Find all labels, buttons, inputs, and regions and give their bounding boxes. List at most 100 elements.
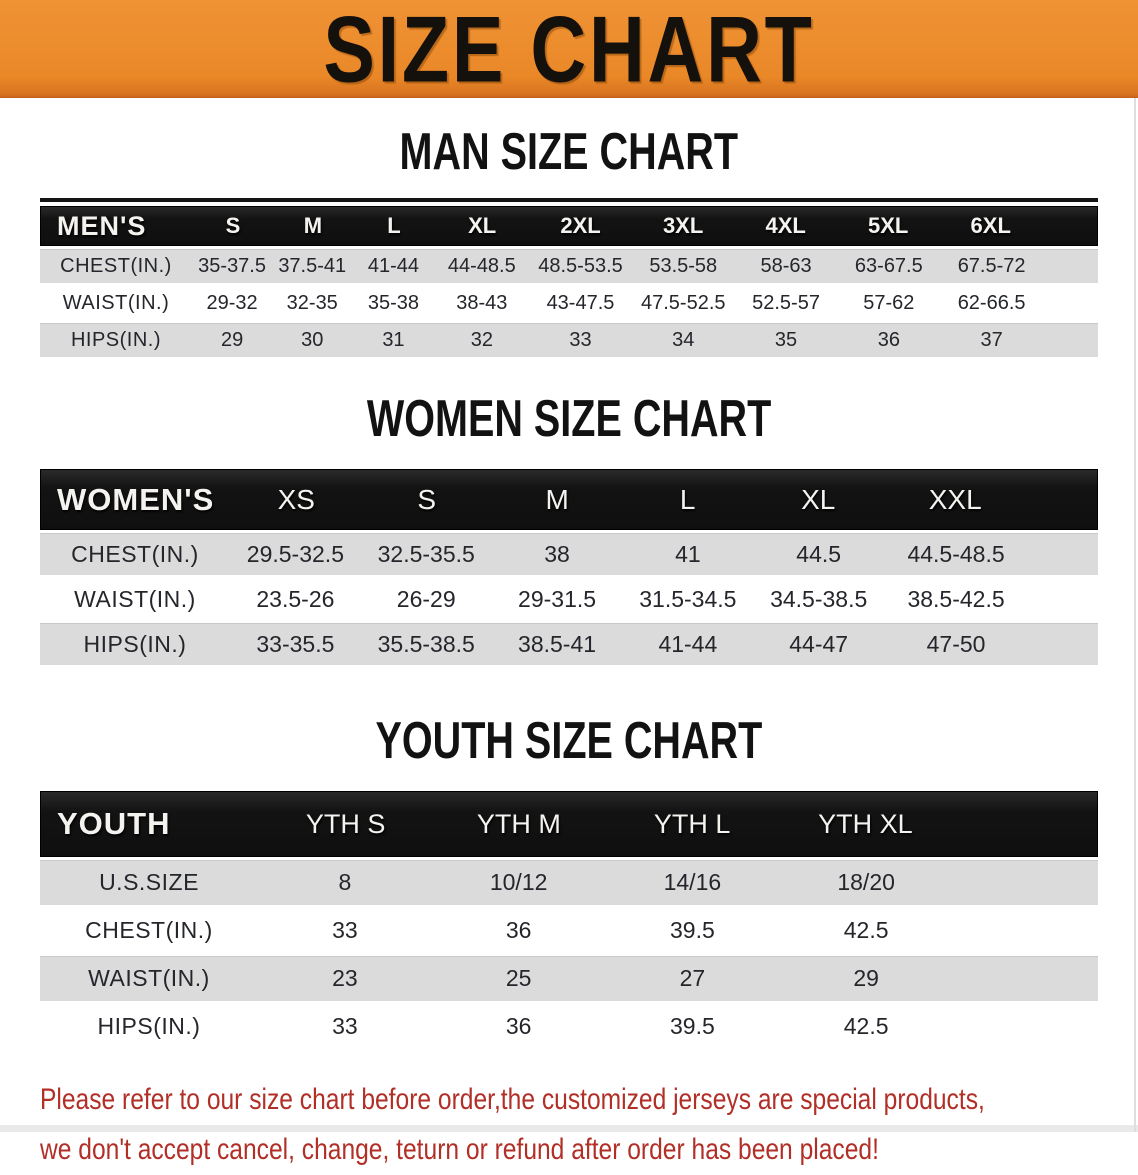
- row-label: WAIST(IN.): [62, 291, 170, 314]
- youth-size-table: YOUTH YTH S YTH M YTH L YTH XL U.S.SIZE 8 10/12…: [40, 791, 1098, 1049]
- column-header: YTH M: [476, 808, 561, 839]
- column-header: YTH S: [305, 808, 386, 839]
- value-cell: 37.5-41: [278, 254, 347, 277]
- value-cell: 25: [505, 965, 532, 991]
- value-cell: 52.5-57: [752, 291, 820, 314]
- value-cell: 41-44: [367, 254, 420, 277]
- value-cell: 41-44: [658, 630, 718, 657]
- women-size-table: WOMEN'S XS S M L XL XXL CHEST(IN.) 29.5-32.5 32.5…: [40, 469, 1098, 665]
- value-cell: 63-67.5: [854, 254, 923, 277]
- value-cell: 38: [544, 540, 570, 567]
- value-cell: 14/16: [663, 869, 722, 895]
- value-cell: 47-50: [926, 630, 986, 657]
- value-cell: 29-31.5: [518, 585, 597, 612]
- women-section-heading: WOMEN SIZE CHART: [0, 388, 1138, 448]
- column-header: L: [679, 483, 696, 515]
- table-row: WAIST(IN.) 23 25 27 29: [40, 956, 1098, 1001]
- row-label: HIPS(IN.): [97, 1013, 201, 1039]
- row-label: U.S.SIZE: [99, 869, 199, 895]
- right-edge-strip: [1134, 98, 1136, 1132]
- value-cell: 33: [332, 917, 358, 943]
- column-header: 4XL: [765, 213, 806, 238]
- row-label: CHEST(IN.): [60, 254, 172, 277]
- value-cell: 23: [332, 965, 358, 991]
- column-header: M: [303, 213, 323, 238]
- column-header: XL: [801, 483, 836, 515]
- table-row: U.S.SIZE 8 10/12 14/16 18/20: [40, 860, 1098, 905]
- column-header: S: [417, 483, 437, 515]
- value-cell: 44.5: [796, 540, 842, 567]
- column-header: M: [545, 483, 569, 515]
- value-cell: 58-63: [760, 254, 812, 277]
- value-cell: 33: [569, 328, 592, 351]
- women-heading-text: WOMEN SIZE CHART: [366, 388, 772, 448]
- value-cell: 57-62: [863, 291, 915, 314]
- column-header: 3XL: [662, 213, 704, 238]
- value-cell: 27: [679, 965, 706, 991]
- value-cell: 39.5: [669, 917, 715, 943]
- table-row: CHEST(IN.) 33 36 39.5 42.5: [40, 908, 1098, 953]
- column-header: 5XL: [868, 213, 909, 238]
- value-cell: 62-66.5: [957, 291, 1026, 314]
- table-row: HIPS(IN.) 33-35.5 35.5-38.5 38.5-41 41-44 44-…: [40, 623, 1098, 665]
- row-label: HIPS(IN.): [83, 630, 187, 657]
- value-cell: 29.5-32.5: [246, 540, 344, 567]
- size-chart-banner: SIZE CHART: [0, 0, 1138, 101]
- column-header: XXL: [928, 483, 982, 515]
- table-header-row: WOMEN'S XS S M L XL XXL: [40, 469, 1098, 530]
- column-header: YTH L: [653, 808, 731, 839]
- value-cell: 47.5-52.5: [641, 291, 726, 314]
- value-cell: 29: [220, 328, 244, 351]
- row-label: WAIST(IN.): [88, 965, 210, 991]
- value-cell: 34.5-38.5: [770, 585, 868, 612]
- table-row: CHEST(IN.) 29.5-32.5 32.5-35.5 38 41 44.5 44.5…: [40, 533, 1098, 575]
- value-cell: 32.5-35.5: [377, 540, 475, 567]
- table-row: WAIST(IN.) 23.5-26 26-29 29-31.5 31.5-34.5 34…: [40, 578, 1098, 620]
- value-cell: 53.5-58: [649, 254, 718, 277]
- value-cell: 36: [877, 328, 900, 351]
- table-corner-label: WOMEN'S: [57, 481, 215, 517]
- row-label: CHEST(IN.): [71, 540, 199, 567]
- value-cell: 42.5: [843, 1013, 889, 1039]
- column-header: S: [225, 213, 241, 238]
- value-cell: 8: [338, 869, 352, 895]
- value-cell: 34: [672, 328, 695, 351]
- value-cell: 32-35: [286, 291, 338, 314]
- value-cell: 36: [505, 1013, 532, 1039]
- column-header: YTH XL: [818, 808, 913, 839]
- value-cell: 36: [505, 917, 532, 943]
- value-cell: 32: [470, 328, 493, 351]
- value-cell: 38-43: [456, 291, 508, 314]
- value-cell: 31: [382, 328, 405, 351]
- column-header: 2XL: [560, 213, 601, 238]
- men-heading-text: MAN SIZE CHART: [399, 121, 739, 181]
- value-cell: 33-35.5: [256, 630, 335, 657]
- disclaimer-line-1: Please refer to our size chart before or…: [40, 1083, 985, 1116]
- women-size-section: WOMEN SIZE CHART WOMEN'S XS S M L XL XXL CHEST(…: [0, 388, 1138, 665]
- bottom-edge-strip: [0, 1125, 1138, 1132]
- column-header: XS: [277, 483, 315, 515]
- value-cell: 44-47: [789, 630, 849, 657]
- table-row: HIPS(IN.) 29 30 31 32 33 34 35 36 37: [40, 323, 1098, 357]
- value-cell: 42.5: [843, 917, 889, 943]
- value-cell: 67.5-72: [957, 254, 1026, 277]
- youth-section-heading: YOUTH SIZE CHART: [0, 714, 1138, 766]
- value-cell: 18/20: [837, 869, 895, 895]
- column-header: 6XL: [970, 213, 1011, 238]
- value-cell: 38.5-42.5: [907, 585, 1005, 612]
- column-header: L: [387, 213, 401, 238]
- row-label: HIPS(IN.): [70, 328, 162, 351]
- value-cell: 44.5-48.5: [907, 540, 1005, 567]
- table-corner-label: YOUTH: [57, 806, 171, 841]
- value-cell: 41: [675, 540, 701, 567]
- value-cell: 37: [980, 328, 1003, 351]
- row-label: CHEST(IN.): [85, 917, 213, 943]
- value-cell: 48.5-53.5: [538, 254, 623, 277]
- youth-size-section: YOUTH SIZE CHART YOUTH YTH S YTH M YTH L YTH…: [0, 714, 1138, 1049]
- value-cell: 35-37.5: [198, 254, 266, 277]
- value-cell: 29-32: [206, 291, 258, 314]
- value-cell: 38.5-41: [518, 630, 597, 657]
- value-cell: 30: [301, 328, 324, 351]
- table-row: CHEST(IN.) 35-37.5 37.5-41 41-44 44-48.5 48.5…: [40, 249, 1098, 283]
- value-cell: 29: [853, 965, 879, 991]
